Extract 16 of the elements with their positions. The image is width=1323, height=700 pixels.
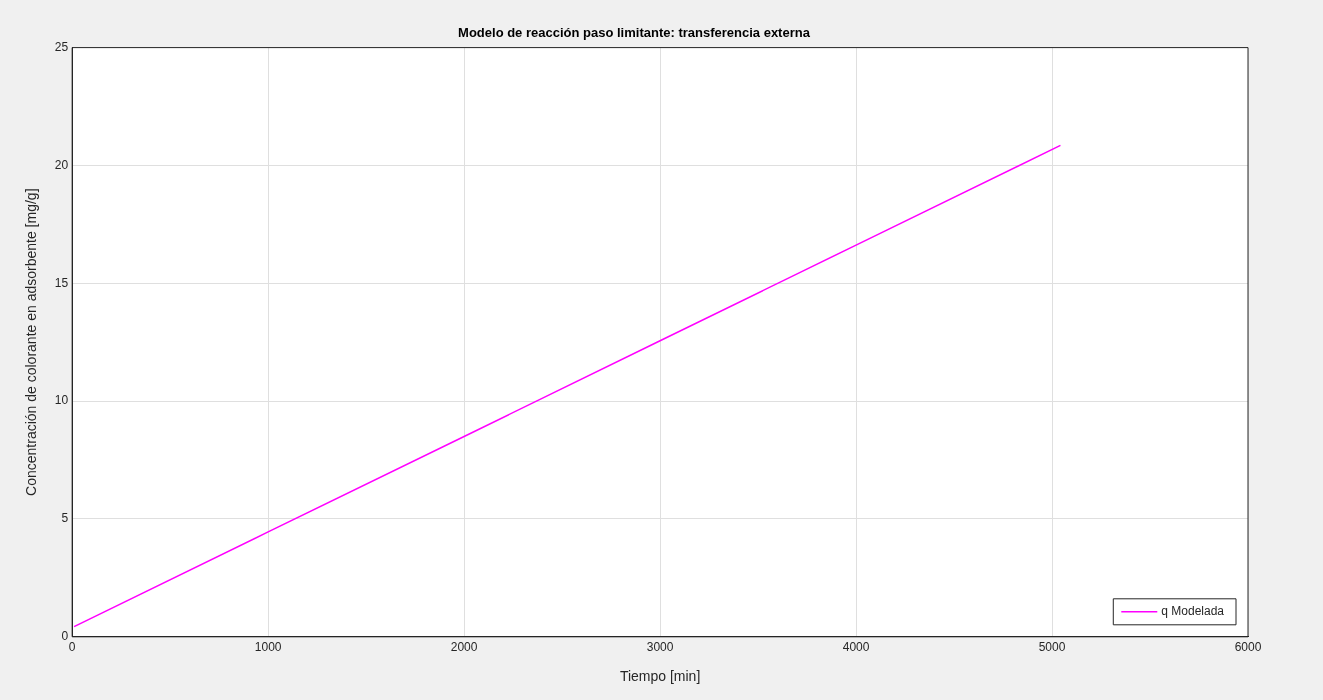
legend-label: q Modelada bbox=[1161, 604, 1225, 619]
y-tick-label: 10 bbox=[54, 393, 69, 408]
x-tick-label: 1000 bbox=[254, 640, 282, 655]
x-tick-label: 3000 bbox=[646, 640, 674, 655]
x-tick-label: 4000 bbox=[842, 640, 870, 655]
y-tick-label: 15 bbox=[54, 275, 69, 290]
x-tick-label: 5000 bbox=[1038, 640, 1066, 655]
y-tick-label: 25 bbox=[54, 39, 69, 54]
y-tick-label: 20 bbox=[54, 157, 69, 172]
y-tick-label: 5 bbox=[61, 511, 69, 526]
y-tick-label: 0 bbox=[61, 629, 69, 644]
chart-title: Modelo de reacción paso limitante: transferencia externa bbox=[458, 25, 811, 41]
x-tick-label: 6000 bbox=[1234, 640, 1262, 655]
y-axis-title: Concentración de colorante en adsorbente [mg/g] bbox=[23, 188, 40, 496]
x-tick-label: 2000 bbox=[450, 640, 478, 655]
x-axis-title: Tiempo [min] bbox=[619, 668, 701, 685]
